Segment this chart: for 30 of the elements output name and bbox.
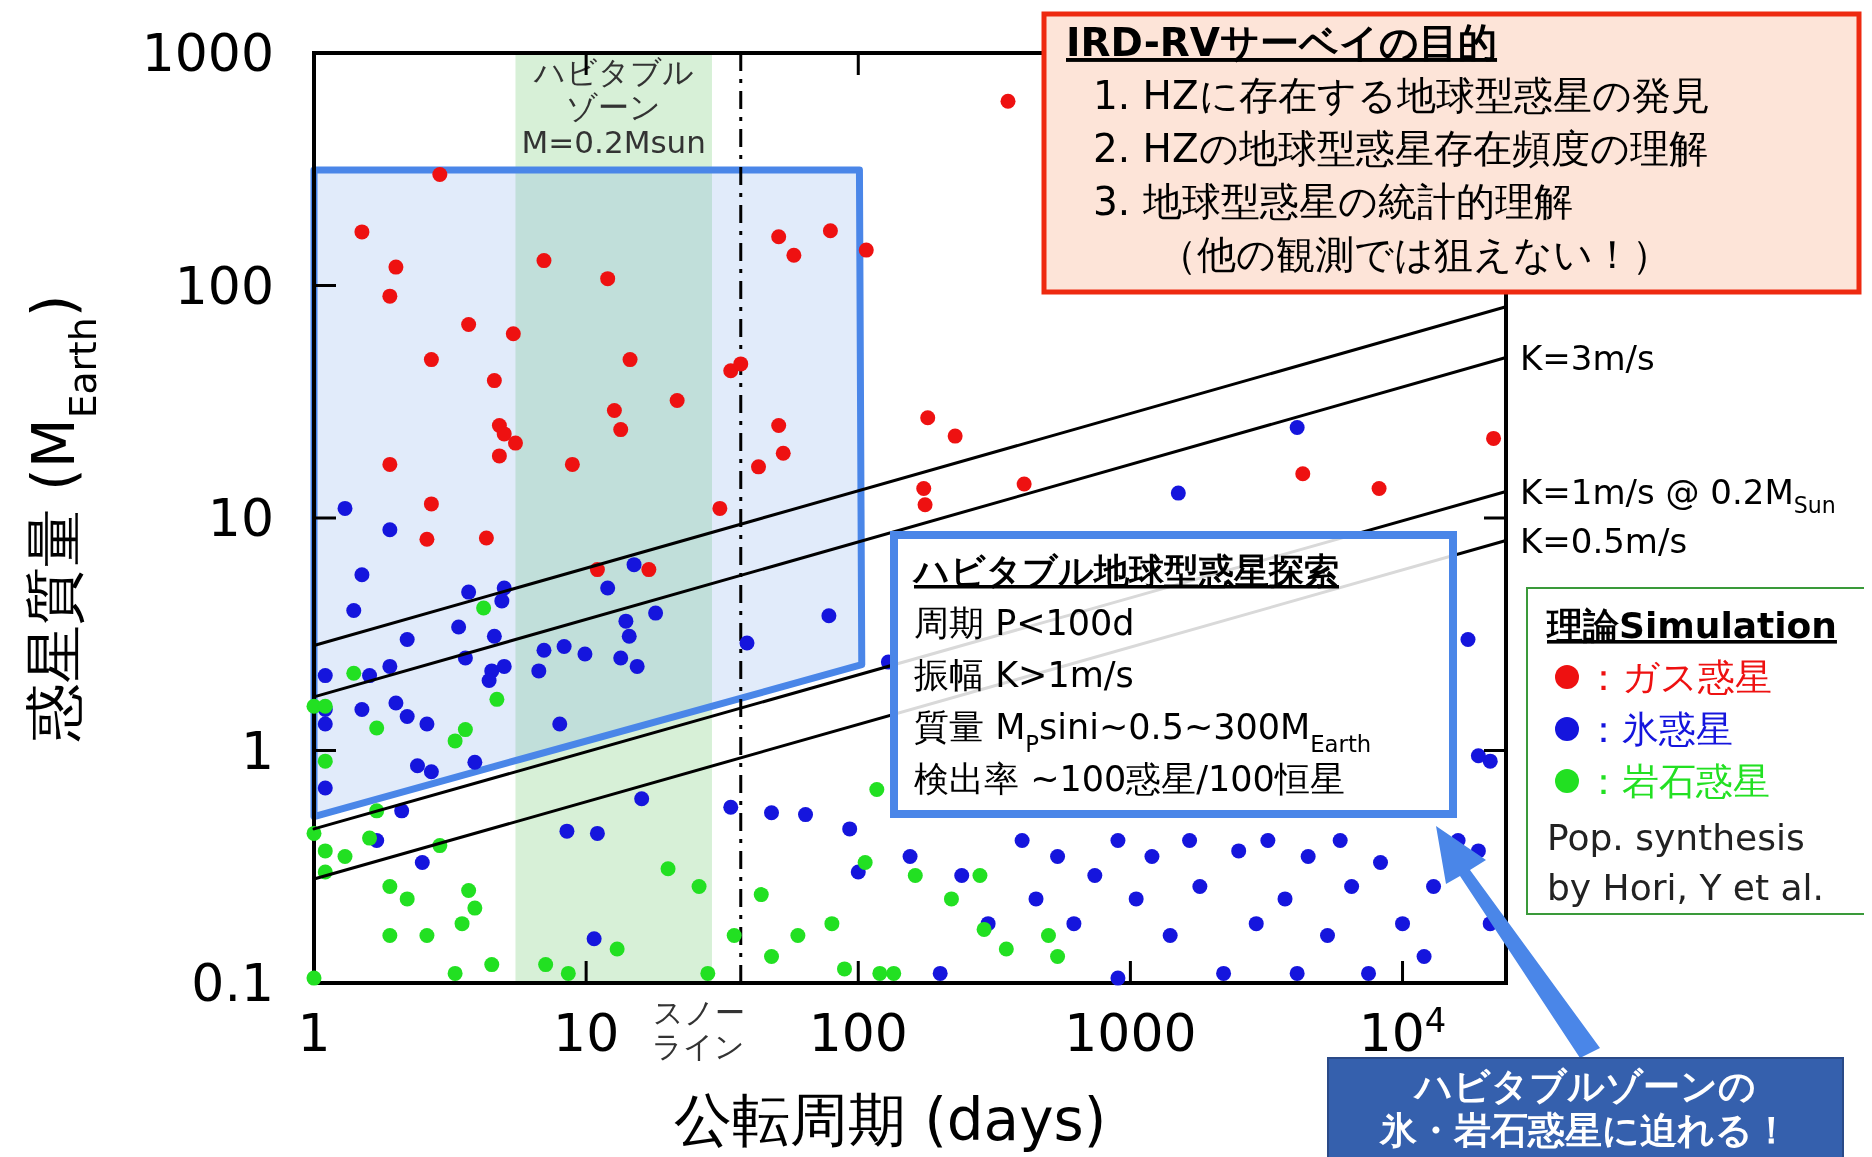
annotation: 振幅 K>1m/s: [914, 655, 1134, 695]
annotation: 検出率 ~100惑星/100恒星: [914, 759, 1345, 799]
y-tick-label: 1: [240, 720, 274, 781]
y-tick-label: 100: [174, 255, 274, 316]
y-tick-label: 1000: [141, 23, 274, 83]
annotation: 1. HZに存在する地球型惑星の発見: [1093, 73, 1710, 118]
x-tick-label: 100: [808, 1003, 908, 1063]
x-tick-label: 1000: [1064, 1003, 1197, 1063]
x-tick-label: 10$^{4}$: [1358, 1000, 1447, 1063]
annotation: 2. HZの地球型惑星存在頻度の理解: [1093, 126, 1708, 171]
text: ハビタブルゾーンの: [1412, 1065, 1756, 1108]
ref-line-label: スノーライン: [652, 995, 746, 1064]
series-label: K=3m/s: [1520, 337, 1655, 378]
annotation: 周期 P<100d: [914, 603, 1135, 643]
legend-label: ：氷惑星: [1585, 708, 1733, 751]
y-tick-label: 0.1: [191, 953, 274, 1013]
series-label: K=0.5m/s: [1520, 520, 1688, 561]
legend-label: ：岩石惑星: [1585, 760, 1770, 803]
legend-label: ：ガス惑星: [1585, 656, 1772, 699]
y-tick-label: 10: [207, 488, 274, 548]
x-tick-label: 10: [553, 1003, 620, 1063]
annotation: 3. 地球型惑星の統計的理解: [1093, 179, 1573, 224]
x-axis-title: 公転周期 (days): [673, 1086, 1107, 1154]
annotation: （他の観測では狙えない！）: [1158, 232, 1671, 277]
text: Pop. synthesis by Hori, Y et al.: [1547, 817, 1825, 908]
annotation: 質量 M$_{P}$sini~0.5~300M$_{Earth}$: [914, 707, 1372, 757]
band-label: ハビタブルゾーンM=0.2Msun: [521, 54, 706, 160]
legend-label: K=1m/s @ 0.2M$_{Sun}$: [1520, 471, 1836, 518]
x-tick-label: 1: [297, 1003, 331, 1063]
text: 氷・岩石惑星に迫れる！: [1379, 1109, 1790, 1152]
